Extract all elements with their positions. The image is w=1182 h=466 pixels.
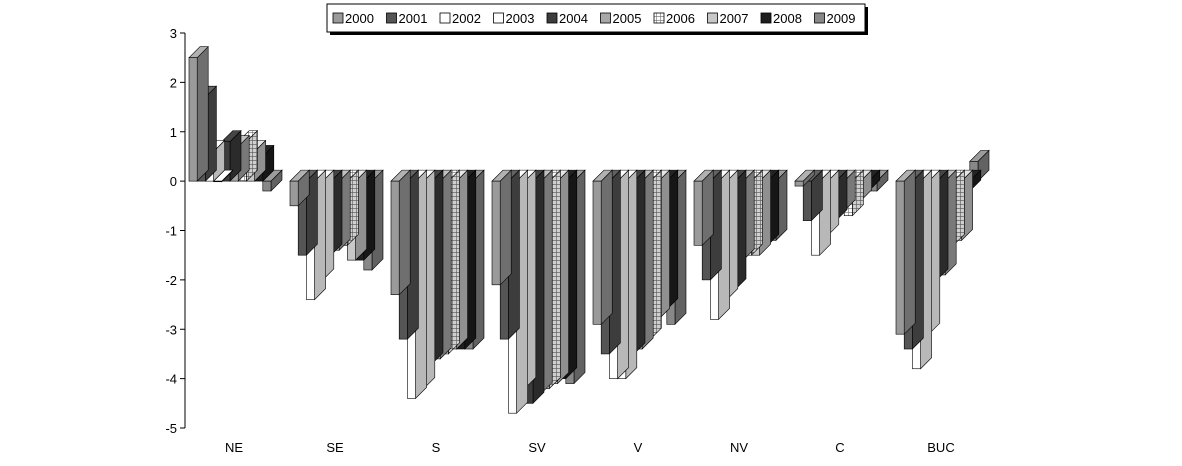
legend-item-2002: 2002 <box>439 11 481 26</box>
bar-side <box>701 169 714 247</box>
bar-2000-se <box>289 169 310 207</box>
bar-front <box>802 180 812 221</box>
bar-front <box>592 180 602 325</box>
legend-swatch <box>386 12 397 24</box>
bar-front <box>188 57 198 182</box>
bar-side <box>196 45 209 182</box>
y-tick-label: -2 <box>165 273 177 288</box>
legend-swatch <box>760 12 772 24</box>
legend-swatch <box>600 12 611 24</box>
bar-side <box>903 169 916 335</box>
x-tick-label: NE <box>225 440 243 455</box>
category-group-c <box>794 169 889 256</box>
legend-label: 2004 <box>559 11 588 26</box>
legend-item-2000: 2000 <box>332 11 374 26</box>
bar-front <box>289 180 299 207</box>
x-tick-label: NV <box>730 440 748 455</box>
bars <box>188 45 990 414</box>
bar-2000-buc <box>895 169 916 335</box>
legend-label: 2000 <box>345 11 374 26</box>
bar-front <box>895 180 905 335</box>
category-group-ne <box>188 45 283 192</box>
bar-2000-sv <box>491 169 512 286</box>
x-tick-label: SE <box>326 440 344 455</box>
category-group-se <box>289 169 384 301</box>
bar-side <box>600 169 613 326</box>
category-group-buc <box>895 149 990 370</box>
legend-box <box>326 3 866 33</box>
legend-item-2009: 2009 <box>814 11 856 26</box>
category-group-s <box>390 169 485 400</box>
bar-front <box>794 180 804 187</box>
category-group-nv <box>693 169 788 321</box>
bar-2000-nv <box>693 169 714 247</box>
bar-2000-ne <box>188 45 209 182</box>
legend-label: 2002 <box>452 11 481 26</box>
legend-label: 2003 <box>506 11 535 26</box>
x-tick-label: BUC <box>927 440 954 455</box>
bar-front <box>213 180 223 183</box>
bar-front <box>693 180 703 246</box>
legend-item-2003: 2003 <box>493 11 535 26</box>
bar-front <box>491 180 501 286</box>
legend-swatch <box>814 12 825 24</box>
legend-item-2007: 2007 <box>707 11 749 26</box>
legend-label: 2007 <box>720 11 749 26</box>
legend-item-2001: 2001 <box>386 11 428 26</box>
category-group-sv <box>491 169 586 414</box>
x-axis: NE SE S SV V NV C BUC <box>225 440 955 455</box>
bar-2004-ne <box>221 129 242 182</box>
legend-label: 2008 <box>773 11 802 26</box>
legend-item-2005: 2005 <box>600 11 642 26</box>
bar-side <box>398 169 411 296</box>
legend-swatch <box>439 12 451 24</box>
bar-2000-c <box>794 169 815 187</box>
bar-2000-v <box>592 169 613 326</box>
legend-item-2008: 2008 <box>760 11 802 26</box>
y-tick-label: 3 <box>170 26 177 41</box>
x-tick-label: SV <box>528 440 546 455</box>
y-tick-label: 1 <box>170 125 177 140</box>
x-tick-label: V <box>634 440 643 455</box>
y-tick-label: -3 <box>165 322 177 337</box>
y-tick-label: -5 <box>165 421 177 436</box>
legend-item-2006: 2006 <box>653 11 695 26</box>
legend-swatch <box>653 12 665 24</box>
legend-swatch <box>332 12 344 24</box>
legend-label: 2009 <box>827 11 856 26</box>
legend-item-2004: 2004 <box>546 11 588 26</box>
bar-side <box>499 169 512 286</box>
y-axis: 3 2 1 0 -1 -2 -3 -4 -5 <box>165 26 186 436</box>
legend-label: 2001 <box>399 11 428 26</box>
category-group-v <box>592 169 687 380</box>
x-tick-label: S <box>432 440 441 455</box>
legend-label: 2005 <box>613 11 642 26</box>
bar-front <box>390 180 400 295</box>
bar-2009-ne <box>262 169 283 192</box>
x-tick-label: C <box>835 440 844 455</box>
legend-swatch <box>546 12 558 24</box>
legend-swatch <box>493 12 504 24</box>
y-tick-label: 0 <box>170 174 177 189</box>
y-tick-label: -4 <box>165 372 177 387</box>
bar-2003-ne <box>212 169 234 183</box>
legend-label: 2006 <box>666 11 695 26</box>
bar-front <box>262 180 272 192</box>
y-tick-label: -1 <box>165 224 177 239</box>
legend: 2000 2001 2002 2003 2004 2005 2006 2007 2008 2009 <box>326 3 868 35</box>
legend-swatch <box>707 12 718 24</box>
bar-2000-s <box>390 169 411 296</box>
y-tick-label: 2 <box>170 75 177 90</box>
